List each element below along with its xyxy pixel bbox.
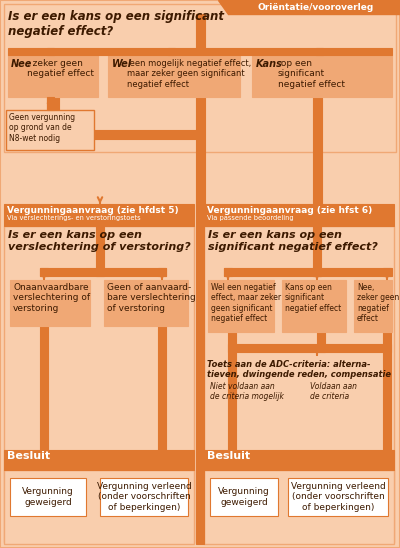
Bar <box>252 55 392 97</box>
Text: Onaanvaardbare
verslechtering of
verstoring: Onaanvaardbare verslechtering of verstor… <box>13 283 90 313</box>
Bar <box>158 268 166 276</box>
Bar <box>10 478 86 516</box>
Bar <box>196 204 204 544</box>
Bar <box>158 326 166 450</box>
Bar <box>204 204 394 226</box>
Bar <box>8 55 98 97</box>
Bar <box>52 130 196 139</box>
Text: Kans: Kans <box>256 59 283 69</box>
Bar <box>40 268 166 276</box>
Bar <box>228 352 236 450</box>
Bar <box>204 226 394 542</box>
Bar <box>108 55 240 97</box>
Bar <box>316 48 323 55</box>
Bar <box>40 326 48 450</box>
Bar <box>317 332 325 352</box>
Bar <box>224 268 392 276</box>
Bar <box>282 280 346 332</box>
Bar <box>168 48 175 55</box>
Bar <box>4 204 194 226</box>
Text: Is er een kans op een
significant negatief effect?: Is er een kans op een significant negati… <box>208 230 378 252</box>
Bar <box>196 14 205 204</box>
Bar <box>313 268 321 276</box>
Bar <box>100 478 188 516</box>
Bar <box>104 280 188 326</box>
Bar <box>383 268 391 276</box>
Text: een mogelijk negatief effect,
maar zeker geen significant
negatief effect: een mogelijk negatief effect, maar zeker… <box>127 59 251 89</box>
Text: Via verslechterings- en verstoringstoets: Via verslechterings- en verstoringstoets <box>7 215 141 221</box>
Text: Voldaan aan
de criteria: Voldaan aan de criteria <box>310 382 357 401</box>
Bar <box>4 470 194 544</box>
Text: Niet voldaan aan
de criteria mogelijk: Niet voldaan aan de criteria mogelijk <box>210 382 284 401</box>
Bar <box>96 226 104 276</box>
Bar <box>40 268 48 276</box>
Text: Besluit: Besluit <box>7 451 50 461</box>
Bar <box>288 478 388 516</box>
Text: Vergunning
geweigerd: Vergunning geweigerd <box>218 487 270 507</box>
Bar <box>47 97 59 139</box>
Text: Vergunningaanvraag (zie hfst 6): Vergunningaanvraag (zie hfst 6) <box>207 206 372 215</box>
Bar <box>4 450 194 470</box>
Text: Vergunning verleend
(onder voorschriften
of beperkingen): Vergunning verleend (onder voorschriften… <box>97 482 191 512</box>
Bar <box>383 352 391 450</box>
Bar <box>47 97 54 110</box>
Text: op een
significant
negatief effect: op een significant negatief effect <box>278 59 345 89</box>
Bar <box>204 450 394 470</box>
Text: Geen of aanvaard-
bare verslechtering
of verstoring: Geen of aanvaard- bare verslechtering of… <box>107 283 196 313</box>
Bar <box>208 280 274 332</box>
Text: Is er een kans op een significant
negatief effect?: Is er een kans op een significant negati… <box>8 10 224 38</box>
Text: Vergunningaanvraag (zie hfdst 5): Vergunningaanvraag (zie hfdst 5) <box>7 206 179 215</box>
Text: Oriëntatie/vooroverleg: Oriëntatie/vooroverleg <box>258 3 374 12</box>
Bar <box>313 226 321 276</box>
Text: Toets aan de ADC-criteria: alterna-
tieven, dwingende reden, compensatie: Toets aan de ADC-criteria: alterna- tiev… <box>207 360 391 379</box>
Bar <box>6 110 94 150</box>
Bar <box>47 48 54 55</box>
Text: Wel een negatief
effect, maar zeker
geen significant
negatief effect: Wel een negatief effect, maar zeker geen… <box>211 283 281 323</box>
Text: Nee: Nee <box>11 59 32 69</box>
Bar <box>4 226 194 542</box>
Text: Geen vergunning
op grond van de
N8-wet nodig: Geen vergunning op grond van de N8-wet n… <box>9 113 75 143</box>
Bar <box>8 48 392 55</box>
Text: Besluit: Besluit <box>207 451 250 461</box>
Bar <box>354 280 392 332</box>
Text: Vergunning verleend
(onder voorschriften
of beperkingen): Vergunning verleend (onder voorschriften… <box>291 482 385 512</box>
Text: Is er een kans op een
verslechtering of verstoring?: Is er een kans op een verslechtering of … <box>8 230 191 252</box>
Bar <box>228 344 391 352</box>
Bar <box>224 268 232 276</box>
Text: Kans op een
significant
negatief effect: Kans op een significant negatief effect <box>285 283 341 313</box>
Bar <box>383 332 391 352</box>
Bar <box>228 332 236 352</box>
Bar <box>210 478 278 516</box>
Text: Wel: Wel <box>112 59 132 69</box>
Text: , zeker geen
negatief effect: , zeker geen negatief effect <box>27 59 94 78</box>
Text: Vergunning
geweigerd: Vergunning geweigerd <box>22 487 74 507</box>
Bar <box>313 97 322 204</box>
Polygon shape <box>218 0 400 14</box>
Bar <box>10 280 90 326</box>
Text: Via passende beoordeling: Via passende beoordeling <box>207 215 294 221</box>
Bar <box>204 470 394 544</box>
Bar <box>4 4 396 152</box>
Text: Nee,
zeker geen
negatief
effect: Nee, zeker geen negatief effect <box>357 283 399 323</box>
